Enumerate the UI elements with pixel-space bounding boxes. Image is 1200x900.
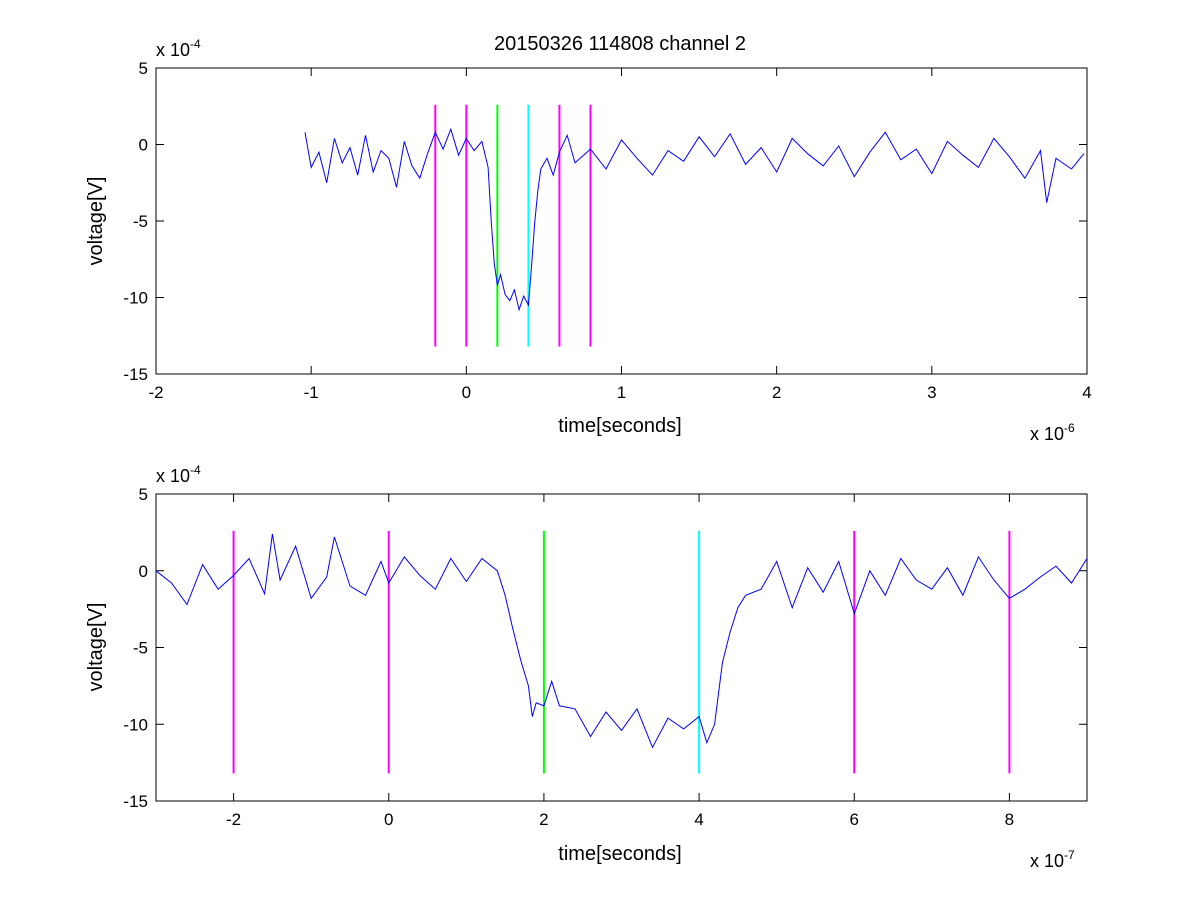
- x-tick-label: 6: [850, 810, 859, 829]
- top-y-exponent: x 10-4: [156, 37, 201, 60]
- y-tick-label: -5: [133, 639, 148, 658]
- top-ticks: -2 -1 0 1 2 3 4-15-10-505: [123, 59, 1091, 402]
- top-y-axis-label: voltage[V]: [85, 177, 107, 266]
- y-tick-label: 5: [139, 59, 148, 78]
- x-tick-label: 3: [927, 383, 936, 402]
- x-tick-label: 1: [617, 383, 626, 402]
- top-plot-area: [155, 67, 1088, 375]
- x-tick-label: 2: [772, 383, 781, 402]
- bottom-axes: -2 0 2 4 6 8 -15 -10 -5 0 5 time[seconds] voltage[…: [85, 463, 1088, 871]
- x-tick-label: 2: [539, 810, 548, 829]
- x-tick-label: 4: [1082, 383, 1091, 402]
- top-axes: -2 -1 0 1 2 3 4-15-10-505 time[seconds] voltag…: [85, 37, 1092, 444]
- y-tick-label: 0: [139, 562, 148, 581]
- top-markers: [434, 104, 592, 347]
- x-tick-label: 0: [384, 810, 393, 829]
- bottom-voltage-trace: [155, 533, 1088, 749]
- x-tick-label: -2: [148, 383, 163, 402]
- x-tick-label: -2: [226, 810, 241, 829]
- bottom-x-axis-label: time[seconds]: [558, 843, 681, 865]
- y-tick-label: -15: [123, 792, 148, 811]
- bottom-ticks: -2 0 2 4 6 8 -15 -10 -5 0 5: [123, 485, 1087, 829]
- y-tick-label: -5: [133, 212, 148, 231]
- x-tick-label: -1: [304, 383, 319, 402]
- y-tick-label: -10: [123, 715, 148, 734]
- top-x-axis-label: time[seconds]: [558, 415, 681, 437]
- x-tick-label: 8: [1005, 810, 1014, 829]
- x-tick-label: 4: [694, 810, 703, 829]
- bottom-markers: [232, 530, 1011, 774]
- bottom-x-exponent: x 10-7: [1030, 848, 1075, 871]
- bottom-y-axis-label: voltage[V]: [85, 603, 107, 692]
- x-tick-label: 0: [462, 383, 471, 402]
- top-voltage-trace: [304, 127, 1085, 312]
- y-tick-label: 0: [139, 136, 148, 155]
- y-tick-label: -15: [123, 365, 148, 384]
- bottom-plot-area: [155, 493, 1088, 802]
- y-tick-label: 5: [139, 485, 148, 504]
- chart-title: 20150326 114808 channel 2: [494, 33, 746, 55]
- bottom-y-exponent: x 10-4: [156, 463, 201, 486]
- top-x-exponent: x 10-6: [1030, 421, 1075, 444]
- y-tick-label: -10: [123, 289, 148, 308]
